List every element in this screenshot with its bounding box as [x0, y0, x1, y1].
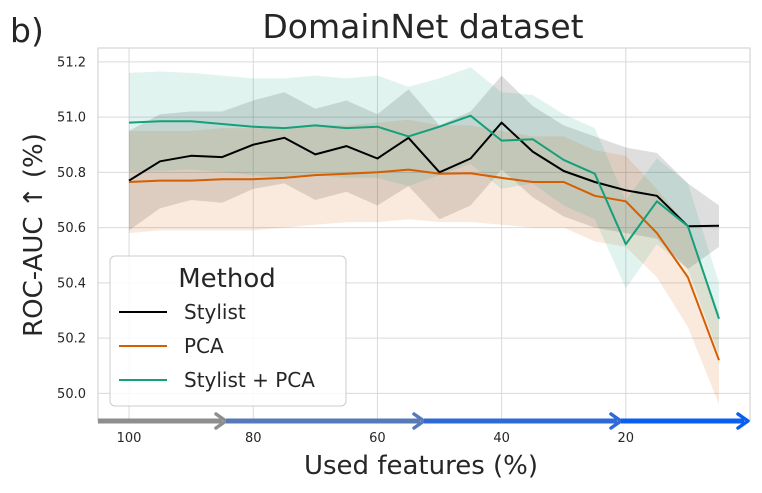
y-tick-label: 50.4: [57, 276, 86, 291]
legend-box: [109, 255, 347, 407]
x-tick-label: 20: [618, 431, 635, 446]
x-tick-label: 100: [117, 431, 142, 446]
x-tick-label: 60: [369, 431, 386, 446]
x-tick-label: 80: [245, 431, 262, 446]
x-tick-label: 40: [493, 431, 510, 446]
legend: Method Stylist PCA Stylist + PCA: [109, 255, 347, 407]
arrow-head: [736, 412, 750, 430]
stylist-pca-legend-label: Stylist + PCA: [184, 368, 315, 392]
y-tick-label: 50.6: [57, 221, 86, 236]
y-axis-title: ROC-AUC ↑ (%): [19, 133, 49, 337]
y-tick-label: 51.2: [57, 55, 86, 70]
panel-label: b): [10, 11, 44, 50]
y-tick-label: 51.0: [57, 111, 86, 126]
feature-arrow: [98, 412, 750, 430]
x-tick-labels: 100 80 60 40 20: [117, 431, 634, 446]
y-tick-label: 50.0: [57, 387, 86, 402]
y-tick-labels: 50.0 50.2 50.4 50.6 50.8 51.0 51.2: [57, 55, 86, 402]
chart-title: DomainNet dataset: [262, 7, 583, 46]
pca-band: [129, 119, 719, 405]
stylist-legend-label: Stylist: [184, 300, 246, 324]
pca-line: [128, 168, 720, 361]
stylist-line: [128, 121, 720, 228]
legend-title: Method: [178, 264, 276, 294]
y-tick-label: 50.2: [57, 332, 86, 347]
y-tick-label: 50.8: [57, 166, 86, 181]
x-axis-title: Used features (%): [304, 451, 538, 481]
pca-legend-label: PCA: [184, 334, 224, 358]
series-lines: [128, 114, 720, 361]
stylist-pca-line: [128, 114, 720, 320]
